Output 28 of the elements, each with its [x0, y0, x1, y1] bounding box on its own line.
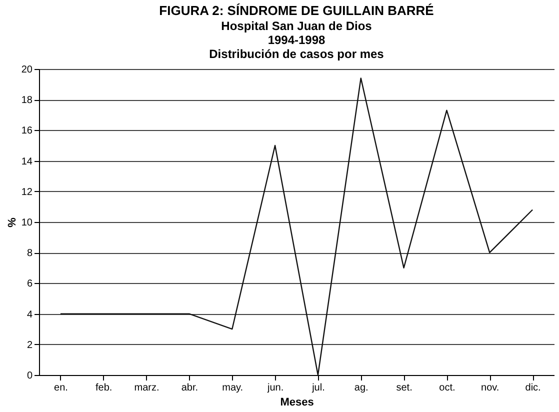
- y-tick-label: 0: [26, 370, 33, 382]
- y-tick-label: 18: [21, 95, 33, 106]
- y-tick-label: 14: [21, 156, 33, 168]
- y-tick-label: 16: [21, 126, 33, 137]
- x-tick-label: may.: [222, 382, 244, 394]
- x-tick-label: feb.: [96, 382, 112, 394]
- chart-title: FIGURA 2: SÍNDROME DE GUILLAIN BARRÉ: [159, 3, 434, 18]
- x-tick-label: oct.: [439, 382, 456, 394]
- x-tick-label: en.: [54, 382, 68, 394]
- x-axis-title: Meses: [280, 396, 314, 408]
- y-tick-label: 6: [26, 278, 33, 290]
- chart-subtitle: Hospital San Juan de Dios 1994-1998 Distribución de casos por mes: [209, 19, 384, 61]
- x-tick-label: nov.: [481, 382, 500, 394]
- y-axis-title: %: [6, 217, 18, 228]
- y-tick-label: 20: [21, 64, 33, 76]
- x-tick-label: jun.: [266, 382, 284, 394]
- y-tick-label: 10: [21, 218, 33, 228]
- x-tick-label: ag.: [354, 382, 368, 394]
- y-tick-label: 12: [21, 186, 33, 198]
- x-tick-label: dic.: [525, 382, 541, 394]
- x-tick-label: abr.: [181, 382, 198, 394]
- y-tick-label: 4: [26, 309, 33, 320]
- x-tick-label: jul.: [311, 382, 325, 394]
- y-tick-label: 8: [26, 248, 33, 260]
- x-tick-label: set.: [396, 382, 412, 394]
- line-series: [60, 78, 534, 376]
- x-tick-label: marz.: [134, 382, 160, 394]
- y-tick-label: 2: [26, 340, 33, 351]
